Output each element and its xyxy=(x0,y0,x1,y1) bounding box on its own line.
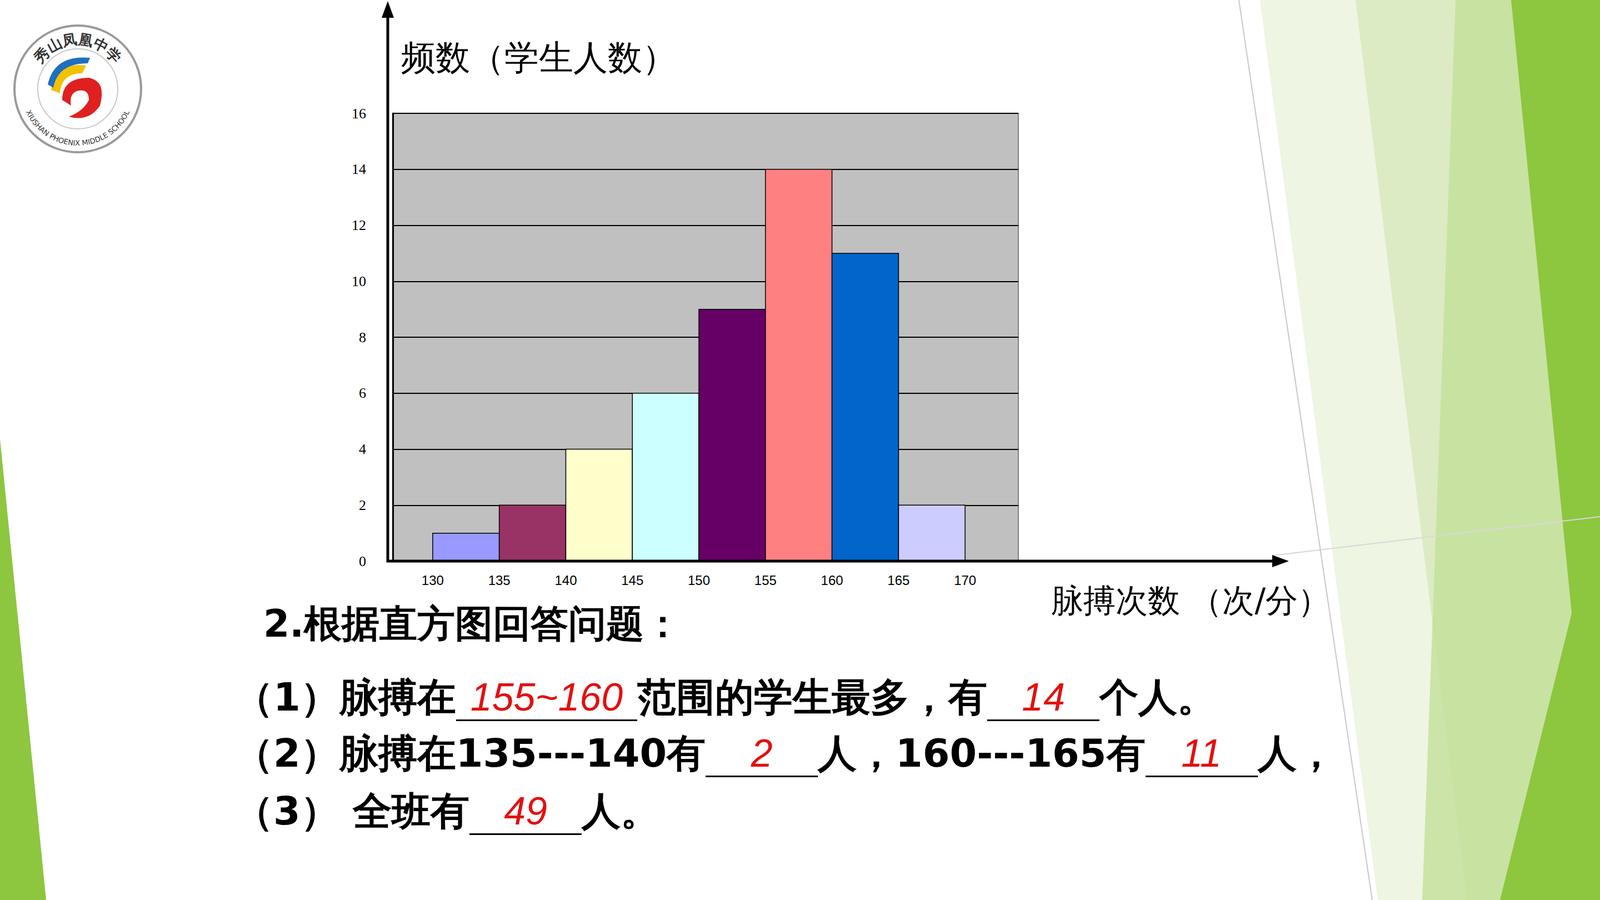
svg-text:165: 165 xyxy=(887,572,910,588)
html-text:人，: 人， xyxy=(1257,730,1336,777)
html-text:（3） 全班有: （3） 全班有 xyxy=(234,788,470,834)
html-text:14: 14 xyxy=(1021,675,1066,719)
html-text:人，160---165有: 人，160---165有 xyxy=(817,730,1146,777)
html-text:49: 49 xyxy=(503,789,548,833)
svg-text:秀山凤凰中学: 秀山凤凰中学 xyxy=(30,30,125,67)
svg-text:8: 8 xyxy=(358,329,367,346)
svg-text:135: 135 xyxy=(488,572,511,588)
svg-text:145: 145 xyxy=(621,572,644,588)
svg-text:0: 0 xyxy=(358,553,367,570)
html-text:（2）脉搏在135---140有: （2）脉搏在135---140有 xyxy=(234,730,706,777)
svg-text:XIUSHAN PHOENIX MIDDLE SCHOOL: XIUSHAN PHOENIX MIDDLE SCHOOL xyxy=(24,108,132,148)
svg-text:12: 12 xyxy=(351,217,367,234)
html-text:2: 2 xyxy=(750,731,773,775)
svg-text:130: 130 xyxy=(421,572,444,588)
svg-text:6: 6 xyxy=(358,385,367,402)
svg-text:脉搏次数 （次/分）: 脉搏次数 （次/分） xyxy=(1051,581,1330,620)
svg-text:16: 16 xyxy=(351,105,367,122)
svg-text:170: 170 xyxy=(953,572,977,588)
svg-text:140: 140 xyxy=(554,572,577,588)
svg-text:150: 150 xyxy=(687,572,710,588)
svg-text:2: 2 xyxy=(358,497,367,514)
html-text:人。: 人。 xyxy=(581,788,660,834)
svg-text:4: 4 xyxy=(358,441,367,458)
svg-text:10: 10 xyxy=(351,273,367,290)
html-text:（1）脉搏在 155~160 范围的学生最多，有: （1）脉搏在 155~160 范围的学生最多，有 xyxy=(234,674,988,720)
svg-text:160: 160 xyxy=(821,572,844,588)
html-text:个人。: 个人。 xyxy=(1099,674,1217,720)
html-text:2.根据直方图回答问题：: 2.根据直方图回答问题： xyxy=(263,601,682,646)
html-text:11: 11 xyxy=(1181,731,1222,775)
svg-text:14: 14 xyxy=(351,161,367,178)
svg-text:频数（学生人数）: 频数（学生人数） xyxy=(401,37,677,78)
svg-text:155: 155 xyxy=(754,572,777,588)
